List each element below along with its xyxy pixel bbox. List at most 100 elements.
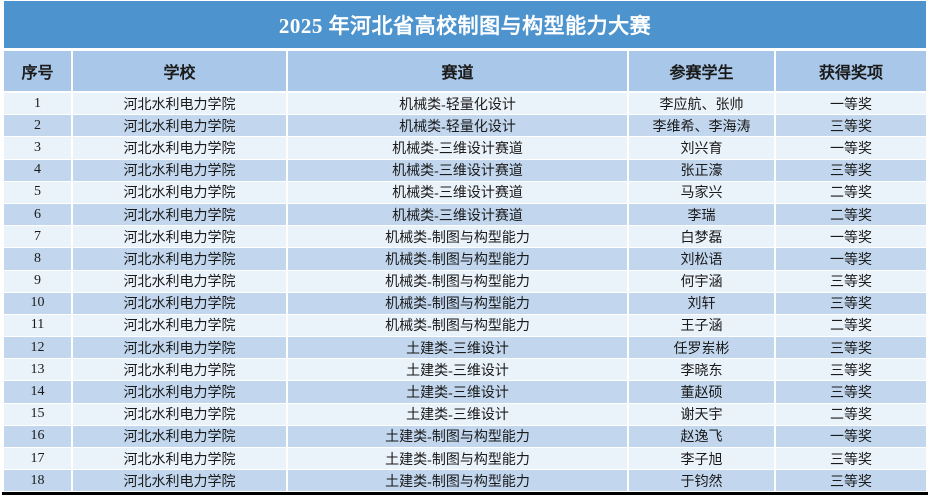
cell-track: 土建类-制图与构型能力: [286, 425, 629, 449]
cell-award: 三等奖: [774, 358, 926, 382]
cell-index: 13: [4, 358, 73, 382]
cell-track: 机械类-轻量化设计: [286, 92, 629, 116]
cell-school: 河北水利电力学院: [71, 380, 288, 404]
cell-index: 9: [4, 270, 73, 293]
cell-award: 一等奖: [774, 425, 926, 449]
cell-track: 机械类-轻量化设计: [286, 114, 629, 138]
header-row: 序号 学校 赛道 参赛学生 获得奖项: [4, 51, 926, 93]
cell-award: 三等奖: [774, 292, 926, 315]
cell-award: 三等奖: [774, 447, 926, 471]
cell-track: 机械类-制图与构型能力: [286, 314, 629, 338]
cell-track: 土建类-三维设计: [286, 403, 629, 426]
cell-students: 董赵硕: [627, 380, 776, 404]
cell-school: 河北水利电力学院: [71, 114, 288, 138]
cell-students: 李晓东: [627, 358, 776, 382]
cell-index: 14: [4, 380, 73, 404]
cell-index: 6: [4, 203, 73, 227]
cell-track: 土建类-三维设计: [286, 380, 629, 404]
cell-students: 刘兴育: [627, 136, 776, 160]
cell-award: 二等奖: [774, 403, 926, 426]
cell-award: 一等奖: [774, 225, 926, 249]
cell-index: 11: [4, 314, 73, 338]
table-row: 9 河北水利电力学院 机械类-制图与构型能力 何宇涵 三等奖: [4, 270, 926, 293]
page-title: 2025 年河北省高校制图与构型能力大赛: [4, 1, 926, 48]
cell-track: 机械类-三维设计赛道: [286, 203, 629, 227]
cell-school: 河北水利电力学院: [71, 469, 288, 493]
cell-students: 任罗岽彬: [627, 336, 776, 360]
table-row: 1 河北水利电力学院 机械类-轻量化设计 李应航、张帅 一等奖: [4, 92, 926, 116]
cell-school: 河北水利电力学院: [71, 292, 288, 315]
cell-school: 河北水利电力学院: [71, 225, 288, 249]
cell-index: 15: [4, 403, 73, 426]
cell-school: 河北水利电力学院: [71, 136, 288, 160]
cell-school: 河北水利电力学院: [71, 403, 288, 426]
cell-students: 王子涵: [627, 314, 776, 338]
cell-students: 赵逸飞: [627, 425, 776, 449]
table-row: 4 河北水利电力学院 机械类-三维设计赛道 张正濠 三等奖: [4, 159, 926, 182]
cell-school: 河北水利电力学院: [71, 92, 288, 116]
cell-index: 5: [4, 181, 73, 204]
cell-award: 三等奖: [774, 159, 926, 182]
cell-students: 于钧然: [627, 469, 776, 493]
cell-students: 白梦磊: [627, 225, 776, 249]
cell-index: 10: [4, 292, 73, 315]
cell-students: 李瑞: [627, 203, 776, 227]
cell-track: 土建类-三维设计: [286, 336, 629, 360]
table-row: 17 河北水利电力学院 土建类-制图与构型能力 李子旭 三等奖: [4, 447, 926, 471]
cell-index: 16: [4, 425, 73, 449]
cell-award: 一等奖: [774, 92, 926, 116]
table-row: 3 河北水利电力学院 机械类-三维设计赛道 刘兴育 一等奖: [4, 136, 926, 160]
table-row: 6 河北水利电力学院 机械类-三维设计赛道 李瑞 二等奖: [4, 203, 926, 227]
cell-index: 1: [4, 92, 73, 116]
cell-track: 机械类-制图与构型能力: [286, 270, 629, 293]
cell-award: 三等奖: [774, 336, 926, 360]
cell-track: 机械类-三维设计赛道: [286, 181, 629, 204]
cell-award: 一等奖: [774, 136, 926, 160]
cell-track: 土建类-制图与构型能力: [286, 469, 629, 493]
cell-index: 3: [4, 136, 73, 160]
cell-award: 二等奖: [774, 314, 926, 338]
cell-award: 二等奖: [774, 203, 926, 227]
table-row: 5 河北水利电力学院 机械类-三维设计赛道 马家兴 二等奖: [4, 181, 926, 204]
cell-track: 土建类-制图与构型能力: [286, 447, 629, 471]
table-row: 18 河北水利电力学院 土建类-制图与构型能力 于钧然 三等奖: [4, 469, 926, 493]
cell-school: 河北水利电力学院: [71, 203, 288, 227]
cell-index: 2: [4, 114, 73, 138]
cell-index: 18: [4, 469, 73, 493]
table-row: 15 河北水利电力学院 土建类-三维设计 谢天宇 二等奖: [4, 403, 926, 426]
cell-track: 机械类-制图与构型能力: [286, 292, 629, 315]
cell-students: 张正濠: [627, 159, 776, 182]
cell-students: 马家兴: [627, 181, 776, 204]
cell-award: 三等奖: [774, 380, 926, 404]
cell-students: 何宇涵: [627, 270, 776, 293]
cell-school: 河北水利电力学院: [71, 358, 288, 382]
table-row: 14 河北水利电力学院 土建类-三维设计 董赵硕 三等奖: [4, 380, 926, 404]
cell-school: 河北水利电力学院: [71, 159, 288, 182]
cell-award: 一等奖: [774, 247, 926, 271]
table-row: 2 河北水利电力学院 机械类-轻量化设计 李维希、李海涛 三等奖: [4, 114, 926, 138]
table-row: 8 河北水利电力学院 机械类-制图与构型能力 刘松语 一等奖: [4, 247, 926, 271]
table-row: 10 河北水利电力学院 机械类-制图与构型能力 刘轩 三等奖: [4, 292, 926, 315]
table-row: 11 河北水利电力学院 机械类-制图与构型能力 王子涵 二等奖: [4, 314, 926, 338]
cell-school: 河北水利电力学院: [71, 336, 288, 360]
cell-students: 李子旭: [627, 447, 776, 471]
cell-students: 刘轩: [627, 292, 776, 315]
cell-track: 机械类-三维设计赛道: [286, 136, 629, 160]
table-row: 16 河北水利电力学院 土建类-制图与构型能力 赵逸飞 一等奖: [4, 425, 926, 449]
column-header-school: 学校: [71, 51, 288, 93]
table-row: 12 河北水利电力学院 土建类-三维设计 任罗岽彬 三等奖: [4, 336, 926, 360]
cell-index: 7: [4, 225, 73, 249]
table-body: 1 河北水利电力学院 机械类-轻量化设计 李应航、张帅 一等奖 2 河北水利电力学院 机械类-…: [4, 92, 926, 493]
cell-track: 机械类-三维设计赛道: [286, 159, 629, 182]
table-row: 7 河北水利电力学院 机械类-制图与构型能力 白梦磊 一等奖: [4, 225, 926, 249]
award-table: 序号 学校 赛道 参赛学生 获得奖项 1 河北水利电力学院 机械类-轻量化设计 李应航…: [4, 51, 926, 493]
cell-school: 河北水利电力学院: [71, 314, 288, 338]
column-header-students: 参赛学生: [627, 51, 776, 93]
column-header-track: 赛道: [286, 51, 629, 93]
cell-students: 李维希、李海涛: [627, 114, 776, 138]
table-bottom-border: [2, 492, 928, 496]
cell-index: 4: [4, 159, 73, 182]
table-row: 13 河北水利电力学院 土建类-三维设计 李晓东 三等奖: [4, 358, 926, 382]
cell-award: 三等奖: [774, 270, 926, 293]
cell-students: 刘松语: [627, 247, 776, 271]
